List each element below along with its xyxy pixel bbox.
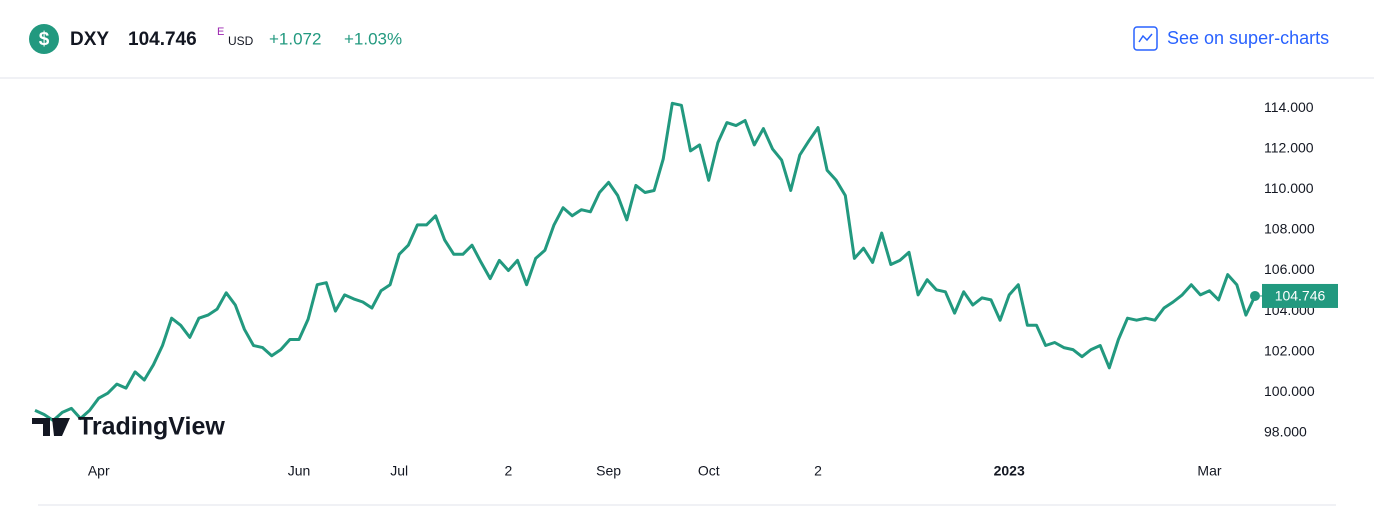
watermark-text: TradingView (78, 413, 225, 441)
y-tick-label: 110.000 (1264, 180, 1314, 196)
symbol-icon-glyph: $ (39, 29, 50, 50)
price-line (34, 101, 1257, 422)
x-tick-label: 2023 (994, 463, 1025, 479)
last-price-label: 104.746 (1275, 288, 1326, 304)
link-icon-line (1138, 33, 1153, 43)
link-text[interactable]: See on super-charts (1167, 28, 1329, 48)
symbol-icon (29, 24, 59, 54)
y-tick-label: 108.000 (1264, 221, 1315, 237)
y-tick-label: 100.000 (1264, 383, 1315, 399)
plot: 98.000100.000102.000104.000106.000108.00… (34, 99, 1338, 479)
price-flag: E (217, 26, 224, 38)
super-charts-link[interactable]: See on super-charts (1133, 26, 1329, 51)
link-icon (1133, 26, 1158, 51)
watermark: TradingView (32, 413, 225, 441)
y-tick-label: 98.000 (1264, 423, 1307, 439)
y-tick-label: 112.000 (1264, 140, 1314, 156)
x-tick-label: Jul (390, 463, 408, 479)
y-tick-label: 102.000 (1264, 342, 1315, 358)
last-point (1250, 290, 1260, 301)
y-tick-label: 114.000 (1264, 99, 1314, 115)
change-percent: +1.03% (344, 29, 402, 48)
x-tick-label: Oct (698, 463, 720, 479)
price: 104.746 (128, 29, 197, 50)
x-tick-label: Sep (596, 463, 621, 479)
currency: USD (228, 34, 254, 48)
x-tick-label: 2 (505, 463, 513, 479)
last-price-badge (1262, 283, 1338, 308)
symbol: DXY (70, 29, 109, 50)
watermark-icon (32, 418, 70, 436)
change: +1.072 (269, 29, 321, 48)
x-tick-label: Apr (88, 463, 110, 479)
y-tick-label: 106.000 (1264, 261, 1315, 277)
x-tick-label: 2 (814, 463, 822, 479)
x-tick-label: Jun (288, 463, 311, 479)
x-tick-label: Mar (1197, 463, 1221, 479)
